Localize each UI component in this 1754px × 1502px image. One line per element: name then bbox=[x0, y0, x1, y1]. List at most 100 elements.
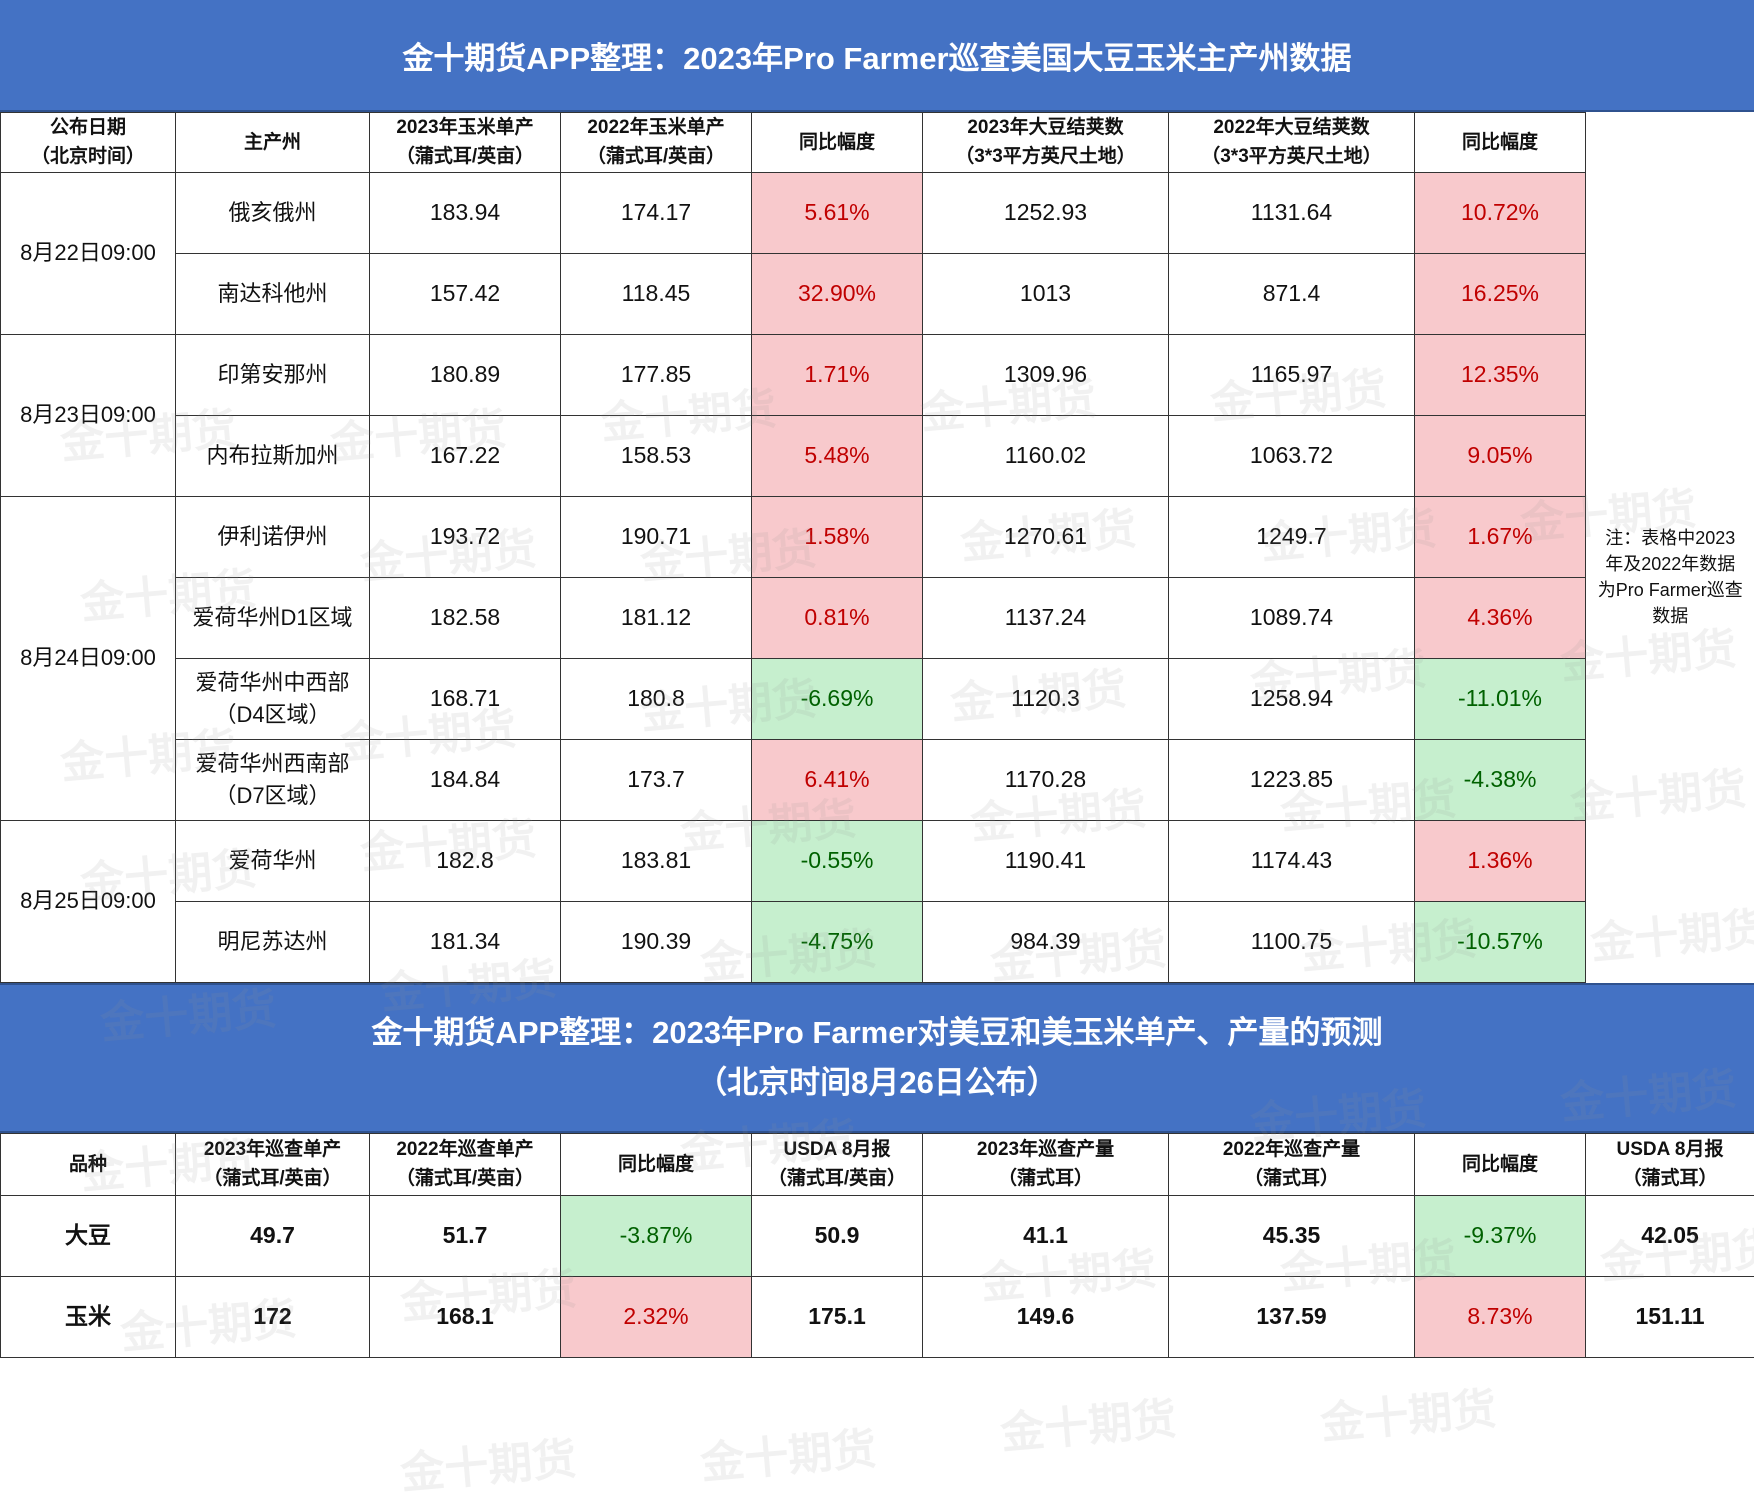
corn-2023-header: 2023年玉米单产（蒲式耳/英亩） bbox=[370, 113, 561, 173]
header-line: 2022年玉米单产 bbox=[561, 113, 751, 142]
corn-2023-cell: 180.89 bbox=[370, 334, 561, 415]
soy-yoy-header: 同比幅度 bbox=[1415, 113, 1586, 173]
header-line: （蒲式耳/英亩） bbox=[370, 1164, 560, 1193]
yield-yoy-header: 同比幅度 bbox=[561, 1133, 752, 1195]
soy-2023-cell: 1120.3 bbox=[923, 658, 1169, 739]
corn-yoy-cell: -0.55% bbox=[752, 820, 923, 901]
soy-2022-cell: 1131.64 bbox=[1169, 172, 1415, 253]
corn-2023-cell: 184.84 bbox=[370, 739, 561, 820]
variety-cell: 大豆 bbox=[1, 1195, 176, 1276]
corn-2022-cell: 190.39 bbox=[561, 901, 752, 982]
state-cell: 俄亥俄州 bbox=[176, 172, 370, 253]
soy-2023-cell: 1170.28 bbox=[923, 739, 1169, 820]
date-cell: 8月23日09:00 bbox=[1, 334, 176, 496]
usda-yield-cell: 50.9 bbox=[752, 1195, 923, 1276]
soy-yoy-cell: -4.38% bbox=[1415, 739, 1586, 820]
yield-2022-cell: 51.7 bbox=[370, 1195, 561, 1276]
corn-2023-cell: 157.42 bbox=[370, 253, 561, 334]
note-line: 为Pro Farmer巡查 bbox=[1592, 577, 1749, 603]
corn-yoy-cell: 0.81% bbox=[752, 577, 923, 658]
corn-2022-cell: 118.45 bbox=[561, 253, 752, 334]
date-cell: 8月24日09:00 bbox=[1, 496, 176, 820]
page-title-banner: 金十期货APP整理：2023年Pro Farmer巡查美国大豆玉米主产州数据 bbox=[0, 0, 1754, 112]
date-cell: 8月22日09:00 bbox=[1, 172, 176, 334]
state-name: 伊利诺伊州 bbox=[176, 521, 369, 553]
header-line: （蒲式耳） bbox=[1169, 1164, 1414, 1193]
soy-2023-cell: 1270.61 bbox=[923, 496, 1169, 577]
corn-yoy-cell: -6.69% bbox=[752, 658, 923, 739]
production-2023-header: 2023年巡查产量（蒲式耳） bbox=[923, 1133, 1169, 1195]
soy-2022-cell: 1249.7 bbox=[1169, 496, 1415, 577]
corn-2023-cell: 182.8 bbox=[370, 820, 561, 901]
corn-yoy-cell: 1.58% bbox=[752, 496, 923, 577]
variety-cell: 玉米 bbox=[1, 1276, 176, 1357]
state-cell: 内布拉斯加州 bbox=[176, 415, 370, 496]
forecast-title-banner: 金十期货APP整理：2023年Pro Farmer对美豆和美玉米单产、产量的预测… bbox=[0, 983, 1754, 1133]
yield-yoy-cell: -3.87% bbox=[561, 1195, 752, 1276]
forecast-subtitle: （北京时间8月26日公布） bbox=[696, 1058, 1058, 1108]
soy-2022-cell: 1063.72 bbox=[1169, 415, 1415, 496]
date-cell: 8月25日09:00 bbox=[1, 820, 176, 982]
production-2022-header: 2022年巡查产量（蒲式耳） bbox=[1169, 1133, 1415, 1195]
soy-2023-cell: 1190.41 bbox=[923, 820, 1169, 901]
date-header: 公布日期（北京时间） bbox=[1, 113, 176, 173]
production-yoy-header: 同比幅度 bbox=[1415, 1133, 1586, 1195]
note-line: 注：表格中2023 bbox=[1592, 525, 1749, 551]
soy-2023-cell: 1013 bbox=[923, 253, 1169, 334]
watermark-text: 金十期货 bbox=[398, 1422, 579, 1501]
soy-yoy-cell: 10.72% bbox=[1415, 172, 1586, 253]
soy-2023-cell: 1137.24 bbox=[923, 577, 1169, 658]
header-line: （蒲式耳/英亩） bbox=[752, 1164, 922, 1193]
watermark-text: 金十期货 bbox=[1318, 1372, 1499, 1451]
usda-yield-header: USDA 8月报（蒲式耳/英亩） bbox=[752, 1133, 923, 1195]
page-title: 金十期货APP整理：2023年Pro Farmer巡查美国大豆玉米主产州数据 bbox=[402, 33, 1351, 78]
yield-yoy-cell: 2.32% bbox=[561, 1276, 752, 1357]
soy-2023-cell: 1160.02 bbox=[923, 415, 1169, 496]
corn-2023-cell: 167.22 bbox=[370, 415, 561, 496]
header-line: USDA 8月报 bbox=[1586, 1135, 1754, 1164]
note-line: 年及2022年数据 bbox=[1592, 551, 1749, 577]
corn-2023-cell: 193.72 bbox=[370, 496, 561, 577]
yield-2023-cell: 49.7 bbox=[176, 1195, 370, 1276]
corn-2022-header: 2022年玉米单产（蒲式耳/英亩） bbox=[561, 113, 752, 173]
usda-yield-cell: 175.1 bbox=[752, 1276, 923, 1357]
corn-2022-cell: 183.81 bbox=[561, 820, 752, 901]
corn-2023-cell: 168.71 bbox=[370, 658, 561, 739]
corn-yoy-cell: 5.48% bbox=[752, 415, 923, 496]
corn-2022-cell: 158.53 bbox=[561, 415, 752, 496]
soy-yoy-cell: 16.25% bbox=[1415, 253, 1586, 334]
state-name: （D4区域） bbox=[176, 699, 369, 731]
header-line: （3*3平方英尺土地） bbox=[923, 142, 1168, 171]
soy-2023-cell: 1309.96 bbox=[923, 334, 1169, 415]
corn-2022-cell: 190.71 bbox=[561, 496, 752, 577]
soy-2022-cell: 1089.74 bbox=[1169, 577, 1415, 658]
yield-2022-cell: 168.1 bbox=[370, 1276, 561, 1357]
header-line: 2022年大豆结荚数 bbox=[1169, 113, 1414, 142]
note-line: 数据 bbox=[1592, 603, 1749, 629]
production-2022-cell: 137.59 bbox=[1169, 1276, 1415, 1357]
corn-yoy-cell: 32.90% bbox=[752, 253, 923, 334]
state-name: 明尼苏达州 bbox=[176, 926, 369, 958]
state-cell: 明尼苏达州 bbox=[176, 901, 370, 982]
header-blank bbox=[1586, 113, 1754, 173]
state-name: 爱荷华州D1区域 bbox=[176, 602, 369, 634]
corn-2022-cell: 181.12 bbox=[561, 577, 752, 658]
soy-2022-cell: 1100.75 bbox=[1169, 901, 1415, 982]
state-name: （D7区域） bbox=[176, 780, 369, 812]
state-cell: 爱荷华州中西部（D4区域） bbox=[176, 658, 370, 739]
production-2023-cell: 41.1 bbox=[923, 1195, 1169, 1276]
header-line: 2023年大豆结荚数 bbox=[923, 113, 1168, 142]
corn-2022-cell: 173.7 bbox=[561, 739, 752, 820]
